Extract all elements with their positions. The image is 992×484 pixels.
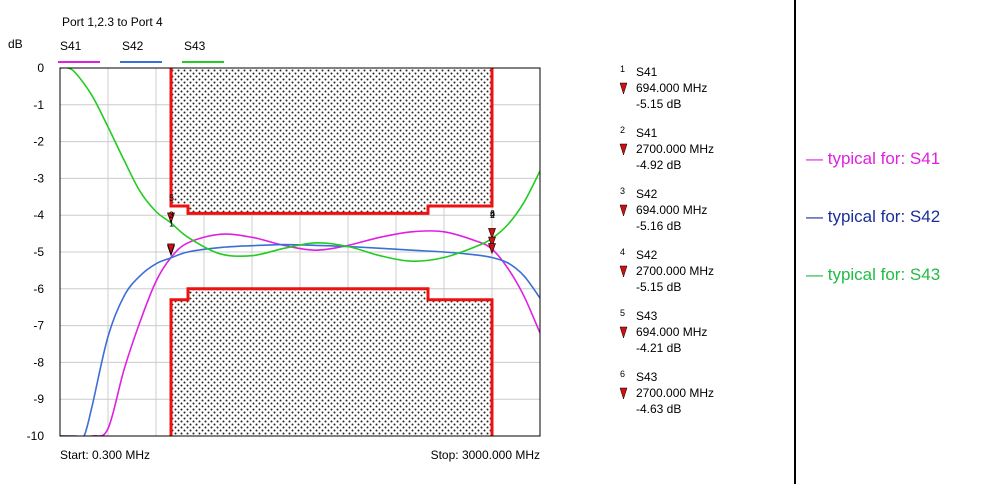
lower-limit-mask-line — [169, 287, 494, 436]
lower-limit-mask-fill — [171, 288, 492, 436]
marker-table-frequency: 2700.000 MHz — [636, 386, 714, 400]
series-line-s42 — [60, 243, 540, 436]
marker-3-triangle — [167, 243, 175, 255]
legend-label-s41: S41 — [60, 39, 82, 53]
y-tick-label: -6 — [33, 282, 44, 296]
legend-label-s42: S42 — [122, 39, 144, 53]
marker-table-frequency: 694.000 MHz — [636, 203, 707, 217]
marker-4-number: 4 — [490, 210, 495, 220]
marker-table-frequency: 694.000 MHz — [636, 325, 707, 339]
marker-table: 1 S41 694.000 MHz -5.15 dB 2 S41 2700.000 MHz -… — [619, 64, 714, 416]
y-tick-label: -8 — [33, 355, 44, 369]
marker-5-number: 5 — [169, 193, 174, 203]
y-tick-label: -3 — [33, 171, 44, 185]
stop-label: Stop: 3000.000 MHz — [431, 448, 540, 462]
marker-table-icon — [619, 326, 628, 339]
marker-2-triangle — [488, 236, 496, 248]
y-axis-ticks: 0 -1 -2 -3 -4 -5 -6 -7 -8 -9 -10 — [27, 61, 45, 443]
marker-table-number: 5 — [620, 308, 625, 318]
marker-1-number: 1 — [169, 219, 174, 229]
y-tick-label: -1 — [33, 98, 44, 112]
limit-masks — [169, 68, 494, 436]
marker-2-number: 2 — [490, 210, 495, 220]
typical-label-3: — typical for: S43 — [806, 265, 941, 284]
marker-6-triangle — [488, 228, 496, 240]
y-tick-label: -10 — [27, 429, 45, 443]
marker-table-icon — [619, 265, 628, 278]
marker-table-number: 2 — [620, 125, 625, 135]
marker-table-trace: S42 — [636, 187, 658, 201]
marker-table-number: 1 — [620, 64, 625, 74]
marker-table-trace: S41 — [636, 126, 658, 140]
plot-frame — [59, 67, 541, 437]
legend: S41 S42 S43 — [58, 39, 224, 63]
marker-table-trace: S43 — [636, 370, 658, 384]
start-label: Start: 0.300 MHz — [60, 448, 150, 462]
marker-table-value: -5.15 dB — [636, 280, 681, 294]
marker-table-value: -4.92 dB — [636, 158, 681, 172]
series — [60, 68, 540, 436]
marker-table-trace: S43 — [636, 309, 658, 323]
marker-table-trace: S41 — [636, 65, 658, 79]
legend-label-s43: S43 — [184, 39, 206, 53]
y-tick-label: 0 — [37, 61, 44, 75]
marker-table-number: 4 — [620, 247, 625, 257]
marker-4-triangle — [488, 243, 496, 255]
chart-title: Port 1,2.3 to Port 4 — [62, 15, 163, 29]
marker-table-value: -5.15 dB — [636, 97, 681, 111]
upper-limit-mask-fill — [171, 68, 492, 214]
marker-table-value: -4.63 dB — [636, 402, 681, 416]
marker-3-number: 3 — [169, 210, 174, 220]
y-tick-label: -5 — [33, 245, 44, 259]
marker-table-icon — [619, 204, 628, 217]
upper-limit-mask-line — [169, 68, 494, 215]
y-tick-label: -2 — [33, 135, 44, 149]
marker-table-icon — [619, 387, 628, 400]
divider — [794, 0, 796, 484]
y-tick-label: -4 — [33, 208, 44, 222]
marker-6-number: 6 — [490, 208, 495, 218]
typical-label-2: — typical for: S42 — [806, 207, 941, 226]
marker-table-value: -5.16 dB — [636, 219, 681, 233]
marker-table-frequency: 694.000 MHz — [636, 81, 707, 95]
marker-table-number: 6 — [620, 369, 625, 379]
y-axis-unit-label: dB — [8, 37, 23, 51]
marker-table-value: -4.21 dB — [636, 341, 681, 355]
marker-table-frequency: 2700.000 MHz — [636, 264, 714, 278]
marker-table-icon — [619, 82, 628, 95]
marker-5-triangle — [167, 212, 175, 224]
marker-table-number: 3 — [620, 186, 625, 196]
markers: 5 13 624 — [167, 193, 496, 257]
typical-label-1: — typical for: S41 — [806, 149, 941, 168]
marker-table-frequency: 2700.000 MHz — [636, 142, 714, 156]
marker-table-icon — [619, 143, 628, 156]
y-tick-label: -7 — [33, 319, 44, 333]
marker-table-trace: S42 — [636, 248, 658, 262]
y-tick-label: -9 — [33, 392, 44, 406]
series-line-s43 — [60, 68, 540, 263]
